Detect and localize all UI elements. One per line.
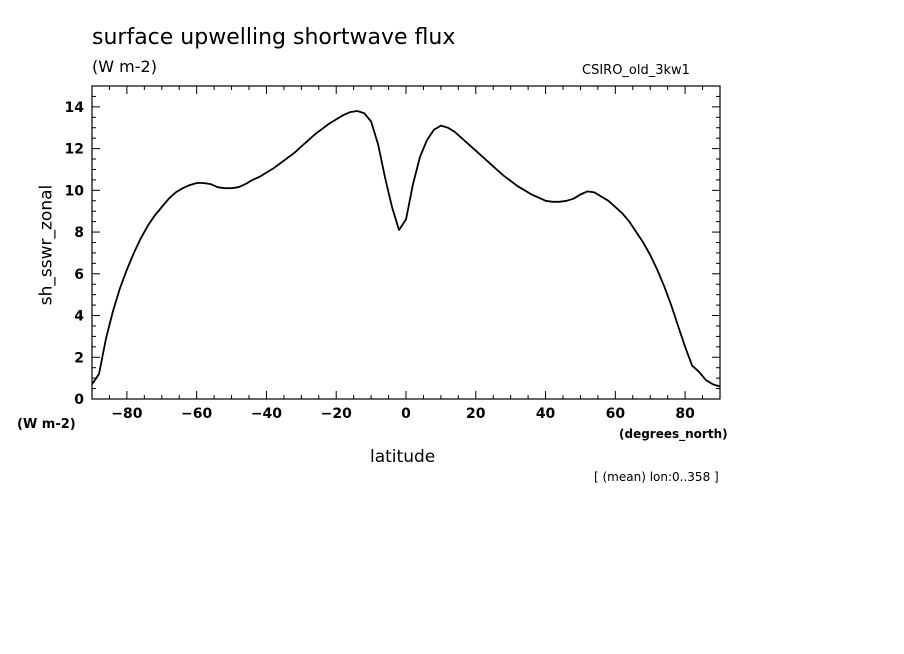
y-tick-label: 2 bbox=[74, 350, 84, 366]
tick-labels: −80 −60 −40 −20 0 20 40 60 80 0 2 4 6 8 10 12 14 bbox=[65, 100, 696, 422]
x-tick-label: 40 bbox=[536, 406, 556, 422]
x-tick-label: −60 bbox=[181, 406, 212, 422]
y-tick-label: 6 bbox=[74, 267, 84, 283]
x-tick-label: 60 bbox=[606, 406, 626, 422]
y-tick-label: 0 bbox=[74, 392, 84, 408]
model-label: CSIRO_old_3kw1 bbox=[582, 63, 690, 78]
x-tick-label: 80 bbox=[675, 406, 695, 422]
axis-ticks bbox=[91, 85, 721, 400]
x-tick-label: 20 bbox=[466, 406, 486, 422]
y-tick-label: 12 bbox=[65, 142, 84, 158]
y-tick-label: 14 bbox=[65, 100, 85, 116]
plot-frame bbox=[91, 85, 721, 400]
x-tick-label: −80 bbox=[111, 406, 142, 422]
series-line bbox=[91, 110, 721, 388]
y-tick-label: 4 bbox=[74, 309, 84, 325]
x-tick-label: −20 bbox=[321, 406, 352, 422]
chart-units: (W m-2) bbox=[92, 57, 157, 76]
y-tick-label: 8 bbox=[74, 225, 84, 241]
y-axis-units: (W m-2) bbox=[17, 417, 76, 432]
x-tick-label: 0 bbox=[401, 406, 411, 422]
chart-title: surface upwelling shortwave flux bbox=[92, 25, 456, 50]
x-axis-label: latitude bbox=[370, 447, 436, 467]
x-axis-units: (degrees_north) bbox=[619, 427, 728, 441]
x-tick-label: −40 bbox=[251, 406, 282, 422]
footnote: [ (mean) lon:0..358 ] bbox=[594, 470, 719, 484]
y-tick-label: 10 bbox=[65, 183, 85, 199]
